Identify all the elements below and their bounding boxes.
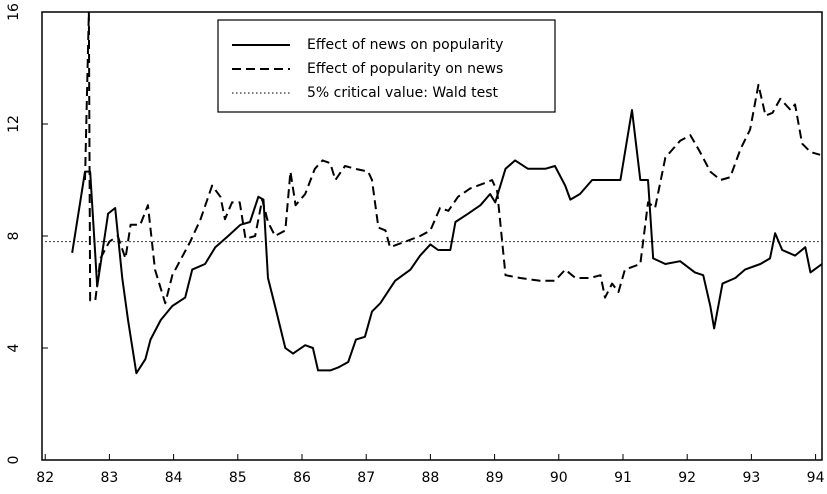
y-tick-label: 12 [6, 115, 22, 133]
legend-label: 5% critical value: Wald test [307, 85, 499, 101]
x-tick-label: 90 [550, 470, 568, 486]
series-line [84, 12, 821, 305]
x-tick-label: 84 [165, 470, 183, 486]
x-tick-label: 94 [807, 470, 825, 486]
y-tick-label: 16 [6, 3, 22, 21]
x-tick-label: 85 [229, 470, 247, 486]
x-tick-label: 86 [293, 470, 311, 486]
x-tick-label: 82 [36, 470, 54, 486]
y-tick-label: 4 [6, 343, 22, 352]
series-line [71, 109, 822, 375]
x-tick-label: 88 [421, 470, 439, 486]
x-tick-label: 83 [100, 470, 118, 486]
x-tick-label: 93 [742, 470, 760, 486]
y-tick-label: 0 [6, 456, 22, 465]
legend-box [217, 19, 556, 113]
y-tick-label: 8 [6, 232, 22, 241]
x-tick-label: 87 [357, 470, 375, 486]
x-tick-label: 89 [486, 470, 504, 486]
legend-label: Effect of news on popularity [307, 37, 503, 53]
x-tick-label: 91 [614, 470, 632, 486]
legend-label: Effect of popularity on news [307, 61, 503, 77]
x-tick-label: 92 [678, 470, 696, 486]
